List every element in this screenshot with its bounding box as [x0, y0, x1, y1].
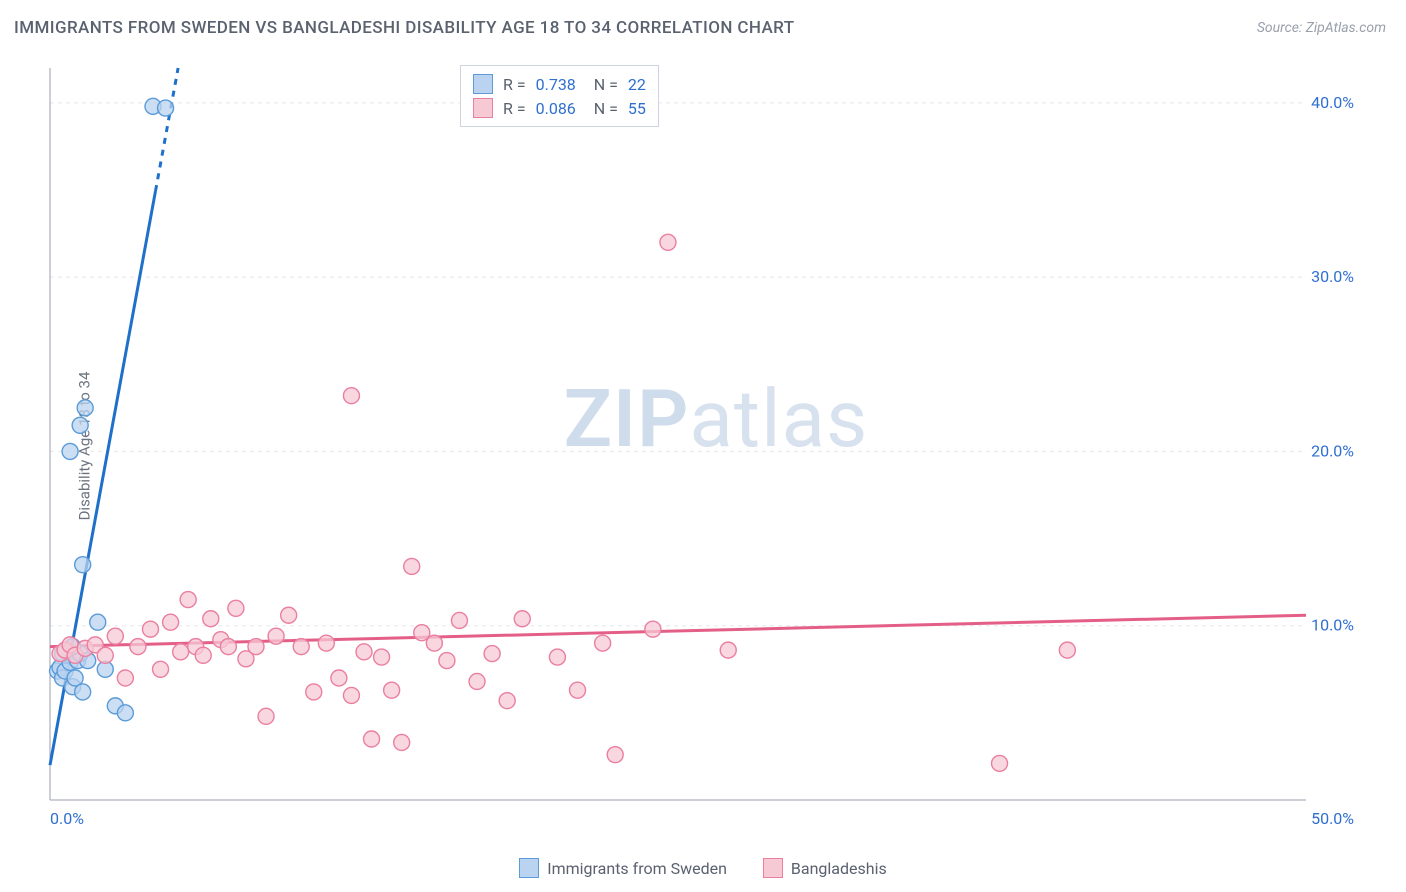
svg-text:30.0%: 30.0%	[1311, 267, 1354, 286]
chart-title: IMMIGRANTS FROM SWEDEN VS BANGLADESHI DI…	[14, 18, 794, 38]
legend-swatch-sweden	[519, 858, 539, 878]
svg-text:40.0%: 40.0%	[1311, 93, 1354, 112]
chart-svg: 10.0% 20.0% 30.0% 40.0% 0.0% 50.0%	[46, 60, 1386, 840]
svg-text:50.0%: 50.0%	[1311, 809, 1354, 828]
scatter-chart: ZIPatlas 10.0%20.0%30.0%40.0%0.0%50.0%	[46, 60, 1386, 840]
legend-swatch-bangladeshi	[763, 858, 783, 878]
r-value-sweden: 0.738	[536, 75, 576, 94]
svg-text:20.0%: 20.0%	[1311, 441, 1354, 460]
svg-text:10.0%: 10.0%	[1311, 616, 1354, 635]
legend-label-sweden: Immigrants from Sweden	[547, 859, 727, 878]
legend-item-bangladeshi: Bangladeshis	[763, 858, 887, 878]
swatch-bangladeshi	[473, 98, 493, 118]
r-value-bangladeshi: 0.086	[536, 99, 576, 118]
stats-row-bangladeshi: R = 0.086 N = 55	[473, 96, 646, 120]
n-value-bangladeshi: 55	[628, 99, 646, 118]
stats-row-sweden: R = 0.738 N = 22	[473, 72, 646, 96]
source-label: Source: ZipAtlas.com	[1257, 20, 1386, 36]
svg-text:0.0%: 0.0%	[50, 809, 84, 828]
stats-legend: R = 0.738 N = 22 R = 0.086 N = 55	[460, 65, 659, 127]
legend-label-bangladeshi: Bangladeshis	[791, 859, 887, 878]
n-value-sweden: 22	[628, 75, 646, 94]
series-legend: Immigrants from Sweden Bangladeshis	[0, 858, 1406, 882]
legend-item-sweden: Immigrants from Sweden	[519, 858, 727, 878]
swatch-sweden	[473, 74, 493, 94]
